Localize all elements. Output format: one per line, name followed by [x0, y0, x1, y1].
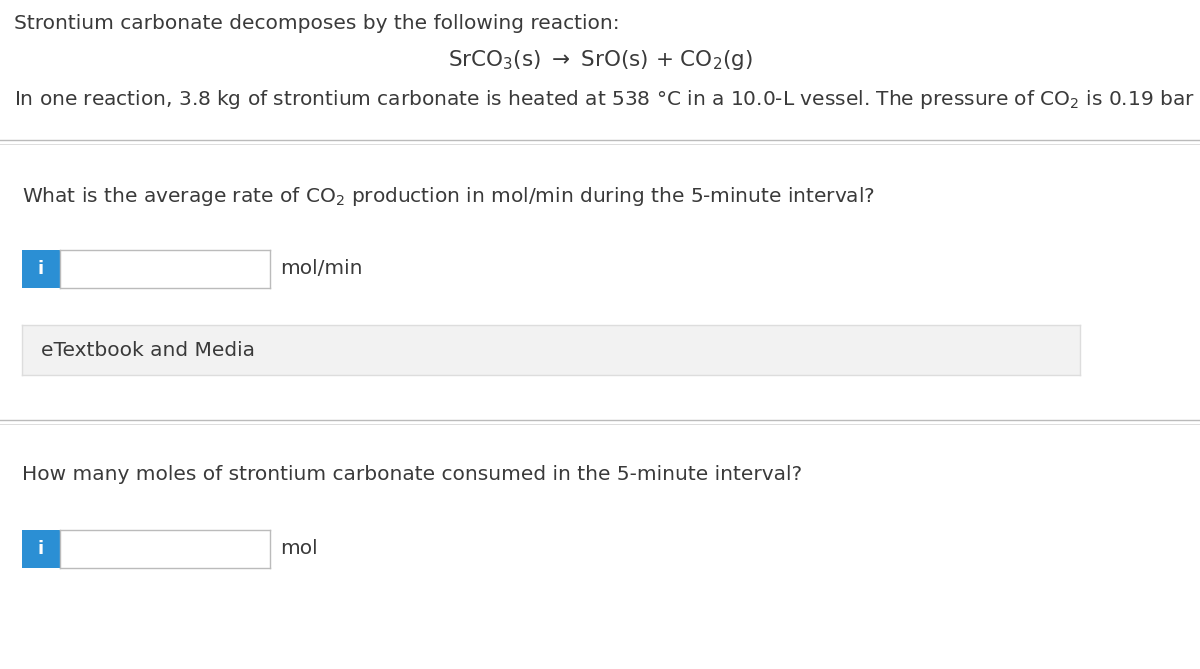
Text: mol/min: mol/min [280, 260, 362, 278]
Text: eTextbook and Media: eTextbook and Media [41, 341, 256, 359]
Text: How many moles of strontium carbonate consumed in the 5-minute interval?: How many moles of strontium carbonate co… [22, 465, 802, 484]
Text: i: i [38, 260, 44, 278]
Text: i: i [38, 540, 44, 558]
Text: Strontium carbonate decomposes by the following reaction:: Strontium carbonate decomposes by the fo… [14, 14, 619, 33]
Text: mol: mol [280, 539, 318, 559]
Text: SrCO$_3$(s) $\rightarrow$ SrO(s) + CO$_2$(g): SrCO$_3$(s) $\rightarrow$ SrO(s) + CO$_2… [448, 48, 752, 72]
Text: What is the average rate of CO$_2$ production in mol/min during the 5-minute int: What is the average rate of CO$_2$ produ… [22, 185, 875, 208]
Text: In one reaction, 3.8 kg of strontium carbonate is heated at 538 °C in a 10.0-L v: In one reaction, 3.8 kg of strontium car… [14, 88, 1200, 111]
